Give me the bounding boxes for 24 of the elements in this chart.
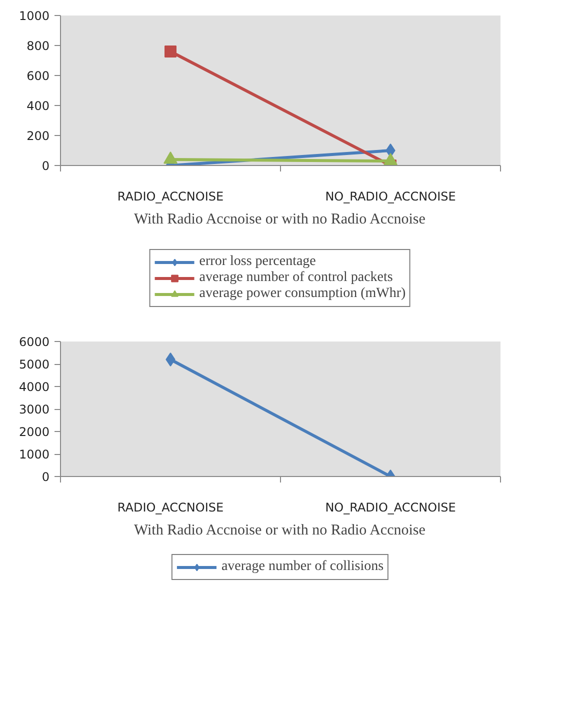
x-tick-label: RADIO_ACCNOISE [117, 500, 224, 514]
point [164, 46, 176, 58]
y-tick-label: 2000 [18, 425, 50, 439]
x-axis-title: With Radio Accnoise or with no Radio Accnoise [134, 522, 426, 538]
y-tick-label: 400 [26, 99, 50, 113]
legend-label: error loss percentage [199, 254, 316, 270]
x-tick-label: RADIO_ACCNOISE [117, 190, 224, 204]
x-tick-label: NO_RADIO_ACCNOISE [325, 500, 456, 514]
y-tick-label: 6000 [18, 335, 50, 349]
y-tick-label: 0 [42, 159, 50, 173]
y-tick-label: 5000 [18, 358, 50, 372]
x-axis-title: With Radio Accnoise or with no Radio Accnoise [134, 212, 426, 228]
y-tick-label: 1000 [18, 448, 50, 462]
y-tick-label: 600 [26, 69, 50, 83]
y-tick-label: 0 [42, 470, 50, 484]
legend-label: average number of collisions [221, 559, 384, 575]
y-tick-label: 200 [26, 129, 50, 143]
y-tick-label: 800 [26, 39, 50, 53]
y-tick-label: 4000 [18, 380, 50, 394]
legend-label: average power consumption (mWhr) [199, 286, 406, 302]
y-tick-label: 1000 [18, 9, 50, 23]
x-tick-label: NO_RADIO_ACCNOISE [325, 190, 456, 204]
y-tick-label: 3000 [18, 402, 50, 416]
legend-label: average number of control packets [199, 270, 393, 286]
